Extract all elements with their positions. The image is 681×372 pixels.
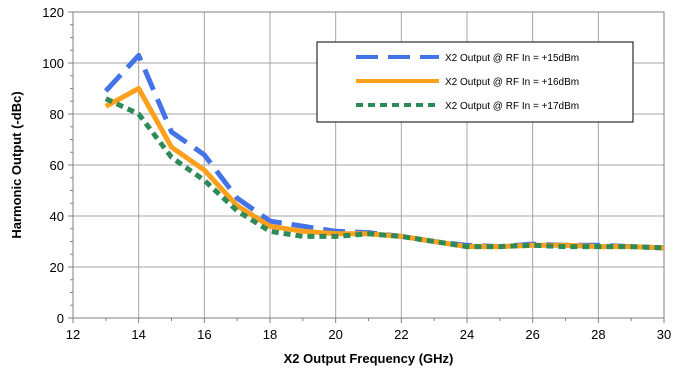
x-tick-label: 22 — [394, 327, 408, 342]
y-tick-label: 80 — [50, 107, 64, 122]
x-tick-label: 16 — [197, 327, 211, 342]
legend: X2 Output @ RF In = +15dBm X2 Output @ RF… — [316, 41, 634, 123]
x-tick-label: 24 — [460, 327, 474, 342]
x-axis-title: X2 Output Frequency (GHz) — [284, 351, 454, 366]
y-tick-label: 120 — [42, 5, 64, 20]
x-tick-label: 30 — [657, 327, 671, 342]
x-axis-ticks: 12 14 16 18 20 22 24 26 28 30 — [66, 318, 671, 342]
legend-label-2: X2 Output @ RF In = +16dBm — [445, 77, 579, 88]
legend-label-1: X2 Output @ RF In = +15dBm — [445, 53, 579, 64]
y-axis-ticks: 0 20 40 60 80 100 120 — [42, 5, 73, 326]
y-tick-label: 20 — [50, 260, 64, 275]
x-tick-label: 26 — [525, 327, 539, 342]
y-tick-label: 100 — [42, 56, 64, 71]
legend-label-3: X2 Output @ RF In = +17dBm — [445, 101, 579, 112]
series-line-3 — [104, 96, 665, 251]
y-tick-label: 40 — [50, 209, 64, 224]
x-tick-label: 20 — [328, 327, 342, 342]
x-tick-label: 14 — [131, 327, 145, 342]
y-axis-title: Harmonic Output (-dBc) — [9, 91, 24, 238]
x-tick-label: 12 — [66, 327, 80, 342]
y-tick-label: 0 — [57, 311, 64, 326]
x-tick-label: 18 — [263, 327, 277, 342]
x-tick-label: 28 — [591, 327, 605, 342]
series-line-1 — [103, 52, 665, 251]
y-tick-label: 60 — [50, 158, 64, 173]
series-lines — [103, 52, 665, 251]
